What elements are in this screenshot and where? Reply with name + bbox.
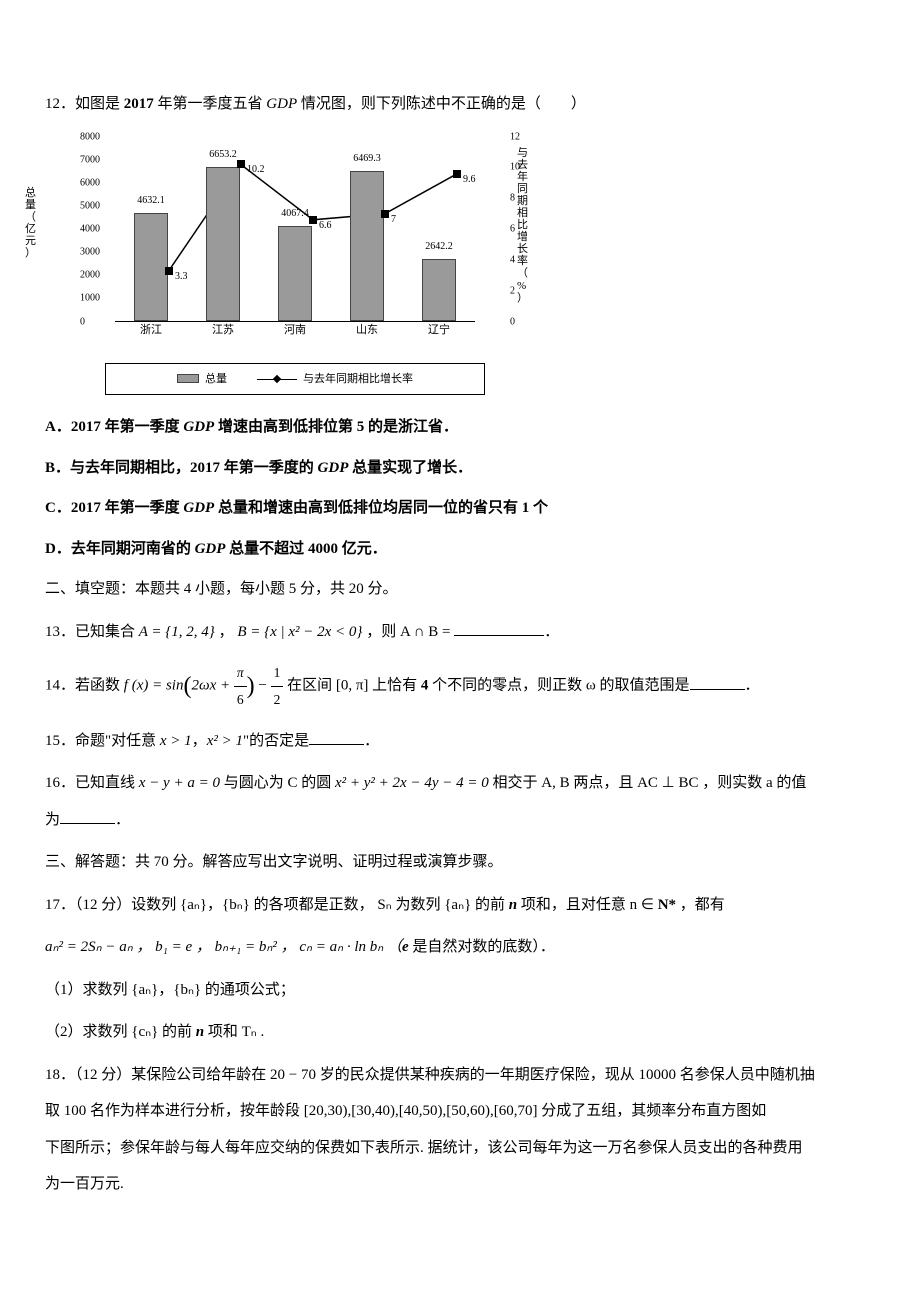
line-marker-2 xyxy=(309,216,317,224)
legend-bar-label: 总量 xyxy=(205,369,227,390)
question-17-p2: （2）求数列 {cₙ} 的前 n 项和 Tₙ . xyxy=(45,1018,875,1047)
blank-14 xyxy=(690,675,745,690)
bar-4 xyxy=(422,259,456,320)
bar-1 xyxy=(206,167,240,321)
x-label-0: 浙江 xyxy=(140,320,162,341)
line-marker-0 xyxy=(165,267,173,275)
q12-year: 2017 xyxy=(120,96,158,112)
question-16b: 为． xyxy=(45,806,875,835)
section-3-header: 三、解答题：共 70 分。解答应写出文字说明、证明过程或演算步骤。 xyxy=(45,848,875,877)
line-marker-1 xyxy=(237,160,245,168)
legend-line-swatch xyxy=(257,374,297,384)
question-12: 12．如图是 2017 年第一季度五省 GDP 情况图，则下列陈述中不正确的是（… xyxy=(45,90,875,119)
x-label-3: 山东 xyxy=(356,320,378,341)
y1-axis-label: 总量（亿元） xyxy=(25,187,43,260)
blank-15 xyxy=(309,730,364,745)
question-14: 14．若函数 f (x) = sin(2ωx + π6) − 12 在区间 [0… xyxy=(45,660,875,712)
q12-gdp: GDP xyxy=(266,96,297,112)
q12-mid1: 年第一季度五省 xyxy=(158,96,267,112)
legend-bar: 总量 xyxy=(177,369,227,390)
chart-figure: 总量（亿元） 与去年同期相比增长率（%） 0100020003000400050… xyxy=(45,137,875,396)
line-label-0: 3.3 xyxy=(175,267,188,286)
bar-3 xyxy=(350,171,384,321)
question-18-l3: 下图所示；参保年龄与每人每年应交纳的保费如下表所示. 据统计，该公司每年为这一万… xyxy=(45,1134,875,1163)
bar-label-0: 4632.1 xyxy=(126,191,176,210)
q12-mid2: 情况图，则下列陈述中不正确的是（ ） xyxy=(297,96,586,112)
line-marker-4 xyxy=(453,170,461,178)
x-label-1: 江苏 xyxy=(212,320,234,341)
option-C: C．2017 年第一季度 GDP 总量和增速由高到低排位均居同一位的省只有 1 … xyxy=(45,494,875,523)
question-13: 13．已知集合 A = {1, 2, 4} ， B = {x | x² − 2x… xyxy=(45,618,875,647)
question-15: 15．命题"对任意 x > 1，x² > 1"的否定是． xyxy=(45,727,875,756)
blank-13 xyxy=(454,621,544,636)
line-label-3: 7 xyxy=(391,210,396,229)
bar-label-4: 2642.2 xyxy=(414,237,464,256)
line-marker-3 xyxy=(381,210,389,218)
legend-line-label: 与去年同期相比增长率 xyxy=(303,369,413,390)
blank-16 xyxy=(60,809,115,824)
option-A: A．2017 年第一季度 GDP 增速由高到低排位第 5 的是浙江省． xyxy=(45,413,875,442)
chart-legend: 总量 与去年同期相比增长率 xyxy=(105,363,485,396)
x-label-2: 河南 xyxy=(284,320,306,341)
option-B: B．与去年同期相比，2017 年第一季度的 GDP 总量实现了增长． xyxy=(45,454,875,483)
question-17-p1: （1）求数列 {aₙ}，{bₙ} 的通项公式； xyxy=(45,976,875,1005)
option-D: D．去年同期河南省的 GDP 总量不超过 4000 亿元． xyxy=(45,535,875,564)
legend-line: 与去年同期相比增长率 xyxy=(257,369,413,390)
line-label-2: 6.6 xyxy=(319,216,332,235)
question-18-l4: 为一百万元. xyxy=(45,1170,875,1199)
bar-label-3: 6469.3 xyxy=(342,149,392,168)
chart-box: 总量（亿元） 与去年同期相比增长率（%） 0100020003000400050… xyxy=(55,137,505,357)
legend-bar-swatch xyxy=(177,374,199,383)
bar-0 xyxy=(134,213,168,320)
line-label-1: 10.2 xyxy=(247,160,265,179)
question-17-line2: aₙ² = 2Sₙ − aₙ ， b₁ = e ， bₙ₊₁ = bₙ² ， c… xyxy=(45,933,875,962)
section-2-header: 二、填空题：本题共 4 小题，每小题 5 分，共 20 分。 xyxy=(45,575,875,604)
question-17-head: 17．（12 分）设数列 {aₙ}，{bₙ} 的各项都是正数， Sₙ 为数列 {… xyxy=(45,891,875,920)
chart-plot-area: 4632.1浙江6653.2江苏4067.4河南6469.3山东2642.2辽宁… xyxy=(115,137,475,322)
question-16: 16．已知直线 x − y + a = 0 与圆心为 C 的圆 x² + y² … xyxy=(45,769,875,798)
q12-prefix: 12．如图是 xyxy=(45,96,120,112)
question-18-l1: 18．（12 分）某保险公司给年龄在 20 − 70 岁的民众提供某种疾病的一年… xyxy=(45,1061,875,1090)
bar-2 xyxy=(278,226,312,320)
x-label-4: 辽宁 xyxy=(428,320,450,341)
line-label-4: 9.6 xyxy=(463,170,476,189)
question-18-l2: 取 100 名作为样本进行分析，按年龄段 [20,30),[30,40),[40… xyxy=(45,1097,875,1126)
